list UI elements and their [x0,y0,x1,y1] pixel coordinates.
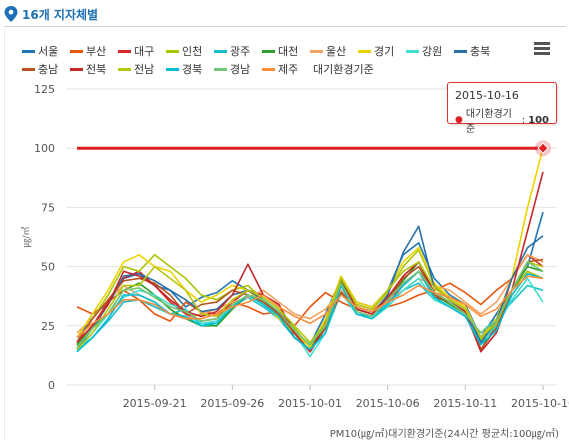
legend-swatch [406,49,419,53]
legend-label: 대기환경기준 [313,63,374,76]
y-axis-label: ㎍/㎥ [21,226,32,247]
legend-label: 경북 [182,63,203,76]
x-tick-label: 2015-09-21 [123,397,187,410]
legend-swatch [70,49,83,53]
legend-label: 서울 [38,45,59,58]
series-line-제주[interactable] [76,275,544,339]
y-tick-label: 100 [34,142,55,155]
tooltip-separator: : [521,114,526,126]
series-line-경기[interactable] [76,147,544,348]
legend-label: 대구 [134,45,155,58]
y-tick-label: 25 [41,320,55,333]
series-line-전남[interactable] [76,261,544,351]
legend-label: 경남 [230,63,251,76]
series-line-경북[interactable] [76,270,544,353]
legend-swatch [22,67,35,71]
x-tick-label: 2015-10-01 [278,397,342,410]
legend-label: 부산 [86,45,107,58]
legend-item[interactable]: 전남 [118,62,166,76]
legend-item[interactable]: 울산 [310,44,358,58]
legend-swatch [262,67,275,71]
series-line-전북[interactable] [76,171,544,353]
legend-swatch [70,67,83,71]
legend-item[interactable]: 전북 [70,62,118,76]
legend-item[interactable]: 대기환경기준 [310,62,374,76]
tooltip-row: ● 대기환경기준: 100 [455,105,549,135]
chart-section-title: 16개 지자체별 [22,7,99,22]
legend-item[interactable]: 경기 [358,44,406,58]
legend-swatch [454,49,467,53]
legend-item[interactable]: 서울 [22,44,70,58]
chart-header: 16개 지자체별 [4,3,98,25]
legend-item[interactable]: 충남 [22,62,70,76]
legend-item[interactable]: 인천 [166,44,214,58]
legend-swatch [214,67,227,71]
legend-label: 충남 [38,63,59,76]
x-tick-label: 2015-09-26 [200,397,264,410]
legend-item[interactable]: 경남 [214,62,262,76]
legend-swatch [22,49,35,53]
x-tick-label: 2015-10-16 [511,397,569,410]
hamburger-menu-icon[interactable] [534,42,550,56]
legend-swatch [118,67,131,71]
line-chart: 0 25 50 75 100 125 ㎍/㎥ 2015-09-21 2015-09-26 2015… [21,83,569,410]
tooltip-series-name: 대기환경기준 [465,109,512,135]
legend-label: 대전 [278,45,299,58]
y-tick-label: 50 [41,261,55,274]
legend-swatch [214,49,227,53]
legend-label: 울산 [326,45,347,58]
location-pin-icon [4,6,18,22]
x-tick-label: 2015-10-11 [433,397,497,410]
series-line-부산[interactable] [76,254,544,327]
series-dot-icon: ● [455,115,463,125]
legend-item[interactable]: 부산 [70,44,118,58]
legend-label: 전남 [134,63,155,76]
chart-tooltip: 2015-10-16 ● 대기환경기준: 100 [447,82,557,135]
hover-point[interactable] [537,142,549,154]
tooltip-value: 100 [528,114,549,126]
legend-item[interactable]: 대전 [262,44,310,58]
x-tick-label: 2015-10-06 [356,397,420,410]
legend-item[interactable]: 제주 [262,62,310,76]
legend-swatch [358,49,371,53]
series-lines [76,146,544,358]
legend-label: 광주 [230,45,251,58]
y-tick-label: 125 [34,83,55,96]
legend-label: 제주 [278,63,299,76]
chart-caption: PM10(㎍/㎥)대기환경기준(24시간 평균치:100㎍/㎥) [329,429,559,440]
legend-item[interactable]: 대구 [118,44,166,58]
hover-markers [535,140,551,157]
legend-swatch [118,49,131,53]
tooltip-date: 2015-10-16 [455,89,519,102]
legend-label: 충북 [470,45,491,58]
y-tick-label: 0 [48,379,55,392]
legend-label: 전북 [86,63,107,76]
legend-item[interactable]: 충북 [454,44,502,58]
y-tick-label: 75 [41,201,55,214]
series-line-경남[interactable] [76,261,544,348]
legend-label: 인천 [182,45,203,58]
axis-labels: 0 25 50 75 100 125 ㎍/㎥ 2015-09-21 2015-09-26 2015… [21,83,569,410]
chart-frame [4,26,566,441]
legend-item[interactable]: 광주 [214,44,262,58]
legend-swatch [310,49,323,53]
series-line-충남[interactable] [76,258,544,353]
legend-label: 강원 [422,45,443,58]
legend-swatch [166,49,179,53]
legend-item[interactable]: 강원 [406,44,454,58]
legend-swatch [166,67,179,71]
legend-label: 경기 [374,45,395,58]
legend-item[interactable]: 경북 [166,62,214,76]
legend-swatch [262,49,275,53]
